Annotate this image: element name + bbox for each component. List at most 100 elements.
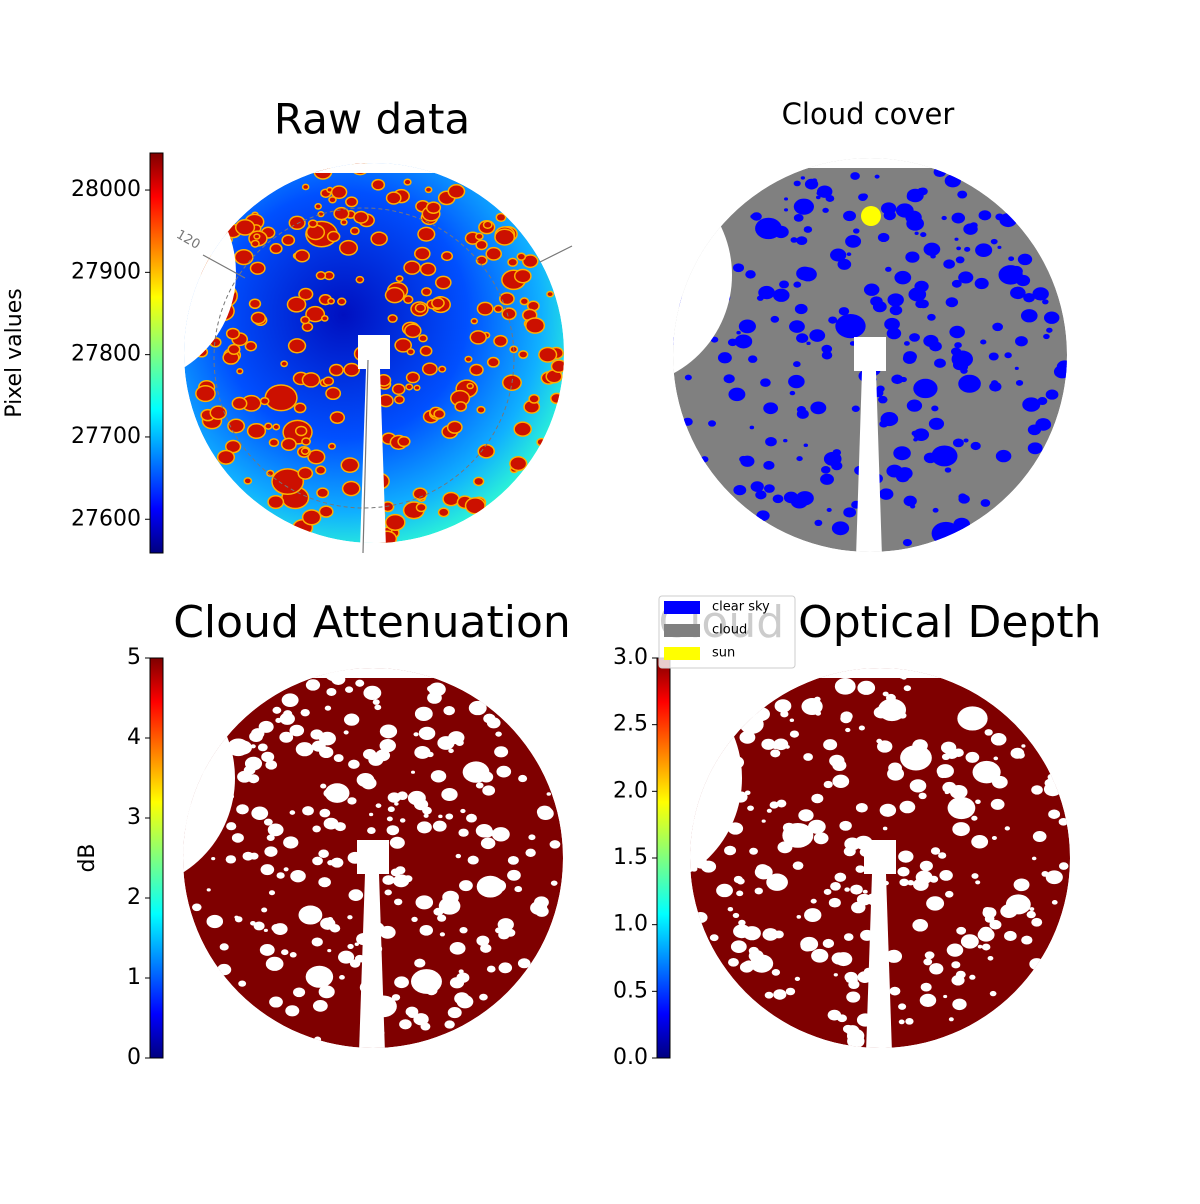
sky-blob xyxy=(1043,333,1050,340)
sky-blob xyxy=(843,507,857,518)
sky-blob xyxy=(1045,870,1063,885)
sky-blob xyxy=(770,749,781,758)
sky-blob xyxy=(981,943,991,951)
sky-blob xyxy=(432,820,447,832)
sky-blob xyxy=(822,938,835,948)
sky-blob xyxy=(894,270,912,285)
sky-blob xyxy=(951,212,966,224)
sky-blob xyxy=(270,439,278,446)
sky-blob xyxy=(468,700,487,716)
sky-blob xyxy=(834,872,847,882)
sky-blob xyxy=(268,496,283,508)
sky-blob xyxy=(880,412,899,427)
colorbar-tick-label: 2.0 xyxy=(613,778,648,803)
sky-blob xyxy=(858,725,865,731)
sky-blob xyxy=(466,813,477,823)
sky-blob xyxy=(318,985,335,999)
sky-blob xyxy=(852,228,860,234)
sky-blob xyxy=(748,949,764,962)
sky-blob xyxy=(917,381,928,390)
sky-blob xyxy=(803,443,809,447)
sky-blob xyxy=(1016,751,1025,759)
sky-blob xyxy=(289,810,296,815)
colorbar-tick-label: 2 xyxy=(127,885,141,910)
sky-blob xyxy=(228,345,239,354)
sky-blob xyxy=(960,934,979,949)
sky-blob xyxy=(495,306,502,312)
sky-mask-top xyxy=(184,163,564,173)
sky-blob xyxy=(793,213,804,222)
sky-blob xyxy=(226,822,237,831)
sky-blob xyxy=(796,333,809,344)
sky-blob xyxy=(761,738,776,750)
sky-blob xyxy=(519,351,527,358)
sky-blob xyxy=(924,951,935,960)
sky-blob xyxy=(325,272,334,279)
sky-blob xyxy=(736,330,741,335)
sky-blob xyxy=(233,398,246,409)
sky-blob xyxy=(958,271,974,284)
sky-blob xyxy=(550,880,558,886)
sky-blob xyxy=(319,808,331,818)
sky-blob xyxy=(845,234,862,248)
sky-blob xyxy=(363,748,377,760)
sky-blob xyxy=(796,236,808,246)
sky-blob xyxy=(1020,309,1038,323)
sky-blob xyxy=(523,255,538,267)
sky-blob xyxy=(1019,895,1028,903)
sky-blob xyxy=(965,751,980,763)
sky-blob xyxy=(317,272,325,279)
sky-blob xyxy=(281,949,289,956)
sky-blob xyxy=(887,767,905,781)
sky-blob xyxy=(426,751,434,758)
sky-blob xyxy=(340,241,357,255)
sky-blob xyxy=(918,299,929,309)
sky-blob xyxy=(793,361,801,368)
sky-image xyxy=(673,158,1067,552)
sky-blob xyxy=(724,845,737,856)
sky-blob xyxy=(440,738,447,744)
sky-blob xyxy=(236,220,254,235)
sky-blob xyxy=(283,867,289,872)
sky-blob xyxy=(355,679,365,687)
sky-blob xyxy=(416,304,425,312)
sky-blob xyxy=(975,880,981,885)
sky-blob xyxy=(437,914,447,922)
sky-blob xyxy=(529,395,539,403)
sky-blob xyxy=(969,222,978,229)
sky-blob xyxy=(393,384,404,394)
sky-blob xyxy=(733,484,747,496)
sky-blob xyxy=(827,1009,842,1021)
sky-blob xyxy=(792,861,804,870)
sky-blob xyxy=(465,357,472,362)
sky-blob xyxy=(528,834,536,841)
sky-blob xyxy=(984,729,993,736)
pole-mount xyxy=(864,840,896,874)
sky-blob xyxy=(472,319,477,323)
sky-blob xyxy=(830,882,841,891)
sky-blob xyxy=(408,349,414,354)
sky-blob xyxy=(386,825,400,836)
sky-blob xyxy=(813,832,829,845)
sky-blob xyxy=(549,840,561,849)
azimuth-line xyxy=(539,245,573,263)
sky-blob xyxy=(930,847,941,855)
sky-blob xyxy=(682,417,693,426)
sky-blob xyxy=(211,406,226,419)
sky-blob xyxy=(272,706,282,714)
sky-blob xyxy=(879,803,897,817)
sky-blob xyxy=(477,407,485,413)
sky-blob xyxy=(271,924,282,933)
sky-blob xyxy=(912,290,922,297)
sky-blob xyxy=(796,915,802,919)
sky-blob xyxy=(537,439,545,445)
sky-blob xyxy=(318,877,331,888)
sky-blob xyxy=(951,961,961,969)
sky-blob xyxy=(831,521,850,536)
sky-blob xyxy=(1031,917,1043,927)
sky-blob xyxy=(1032,287,1049,301)
sky-blob xyxy=(225,855,237,864)
sky-blob xyxy=(467,855,479,865)
sky-blob xyxy=(441,787,458,802)
sky-blob xyxy=(480,837,496,850)
